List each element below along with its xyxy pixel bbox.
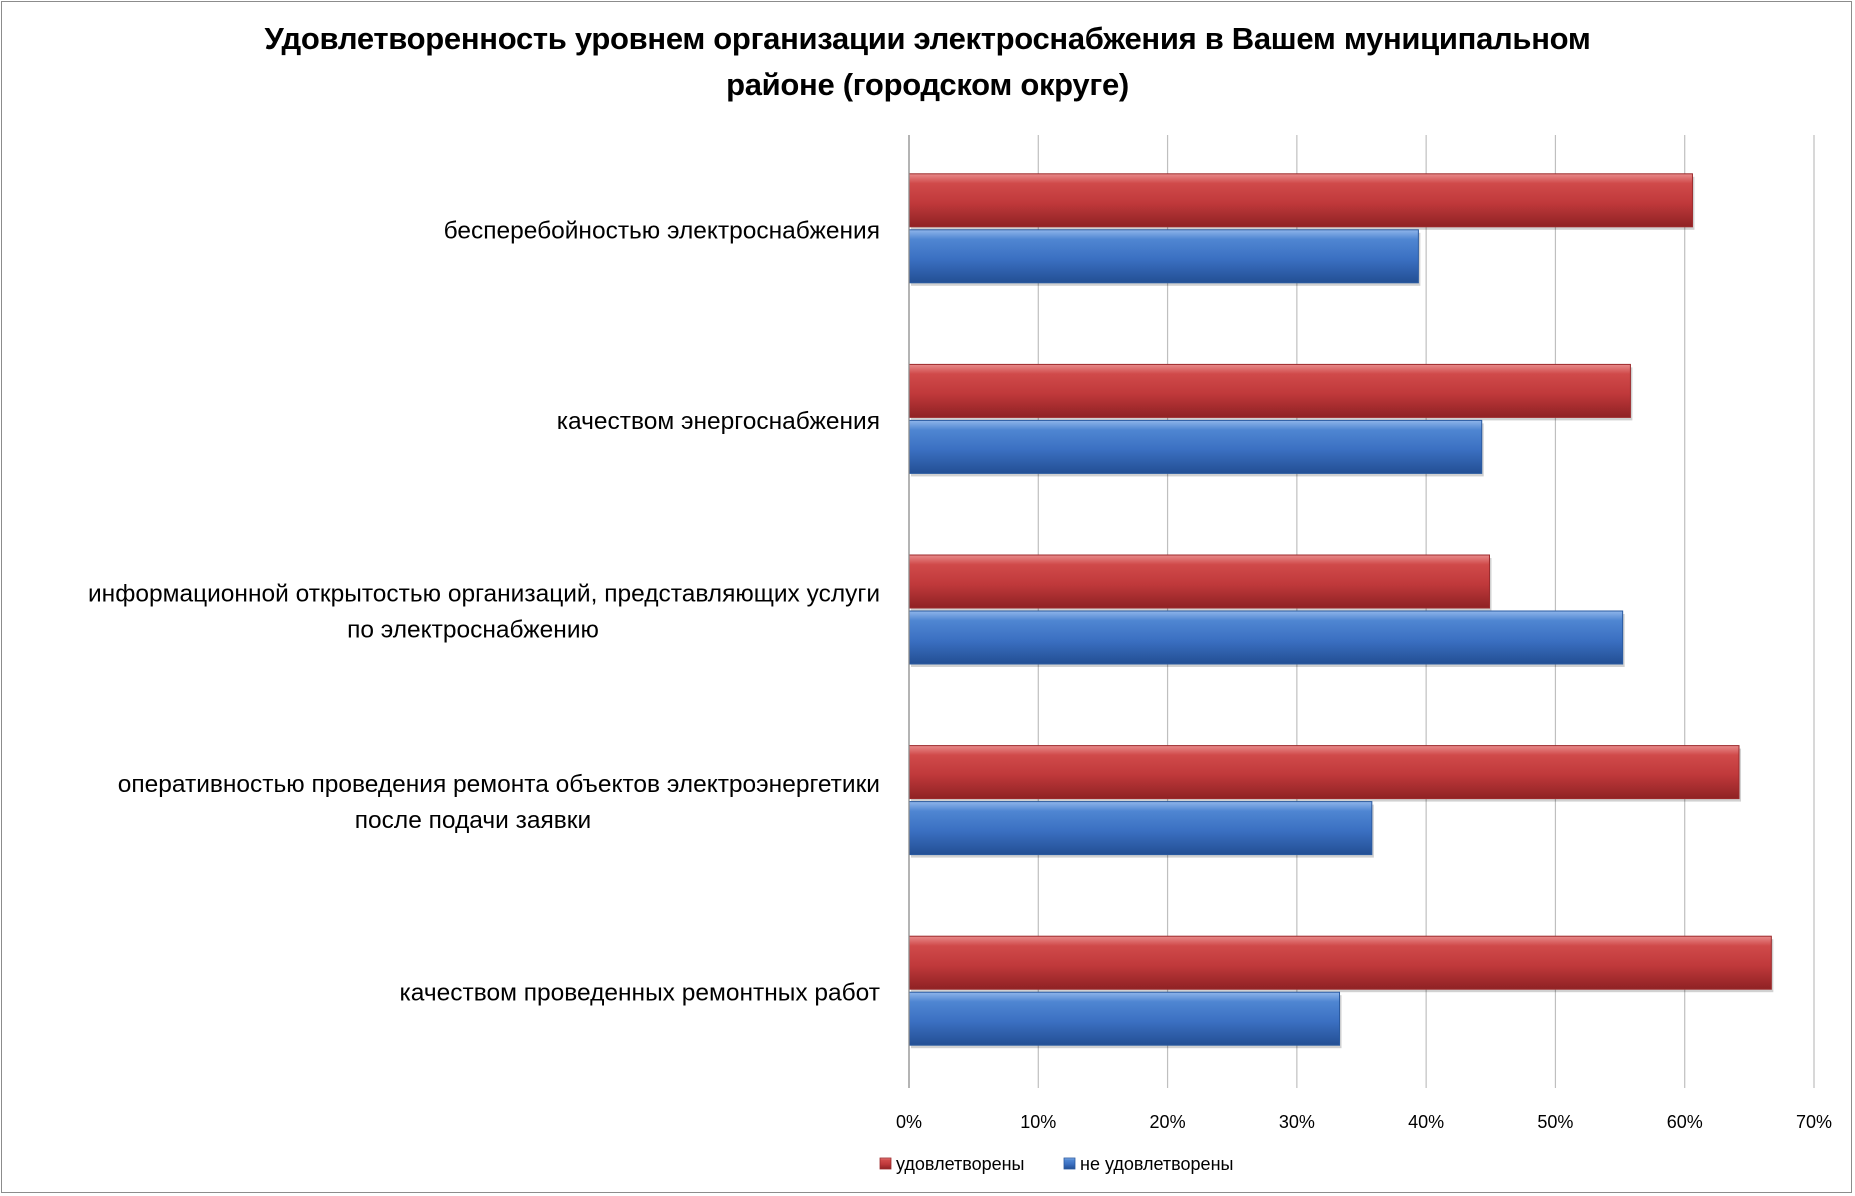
bar-not-satisfied-2 [908,610,1624,665]
chart-title: Удовлетворенность уровнем организации эл… [0,16,1855,108]
x-tick-label-4: 40% [1408,1112,1444,1132]
x-tick-label-7: 70% [1796,1112,1832,1132]
bar-satisfied-4 [908,935,1772,990]
x-tick-label-1: 10% [1020,1112,1056,1132]
category-label-0: бесперебойностью электроснабжения [444,217,880,244]
category-label-1: качеством энергоснабжения [557,408,880,435]
category-label-3-line-0: оперативностью проведения ремонта объект… [118,771,880,798]
bar-satisfied-1 [908,363,1631,418]
chart-title-line-1: Удовлетворенность уровнем организации эл… [264,21,1591,56]
x-tick-label-6: 60% [1667,1112,1703,1132]
legend-label-1: не удовлетворены [1080,1154,1233,1174]
legend-swatch-0 [879,1157,892,1170]
category-label-3-line-1: после подачи заявки [355,807,591,834]
x-axis: 0% 10% 20% 30% 40% 50% 60% 70% [896,135,1832,1132]
legend-swatch-1 [1063,1157,1076,1170]
bar-satisfied-2 [908,554,1490,609]
x-tick-label-2: 20% [1150,1112,1186,1132]
bar-satisfied-3 [908,745,1740,800]
x-tick-label-3: 30% [1279,1112,1315,1132]
bar-not-satisfied-3 [908,801,1373,856]
bar-satisfied-0 [908,173,1693,228]
category-label-2-line-0: информационной открытостью организаций, … [88,581,880,608]
bar-not-satisfied-0 [908,229,1419,284]
x-tick-label-5: 50% [1537,1112,1573,1132]
bar-not-satisfied-1 [908,419,1483,474]
bar-not-satisfied-4 [908,991,1341,1046]
chart-title-line-2: районе (городском округе) [726,67,1129,102]
bars [908,173,1774,1049]
category-labels: бесперебойностью электроснабжения качеств… [88,217,880,1006]
category-label-4: качеством проведенных ремонтных работ [400,980,880,1007]
category-label-2-line-1: по электроснабжению [347,617,599,644]
x-tick-label-0: 0% [896,1112,922,1132]
legend-label-0: удовлетворены [896,1154,1025,1174]
legend: удовлетворены не удовлетворены [879,1154,1233,1174]
